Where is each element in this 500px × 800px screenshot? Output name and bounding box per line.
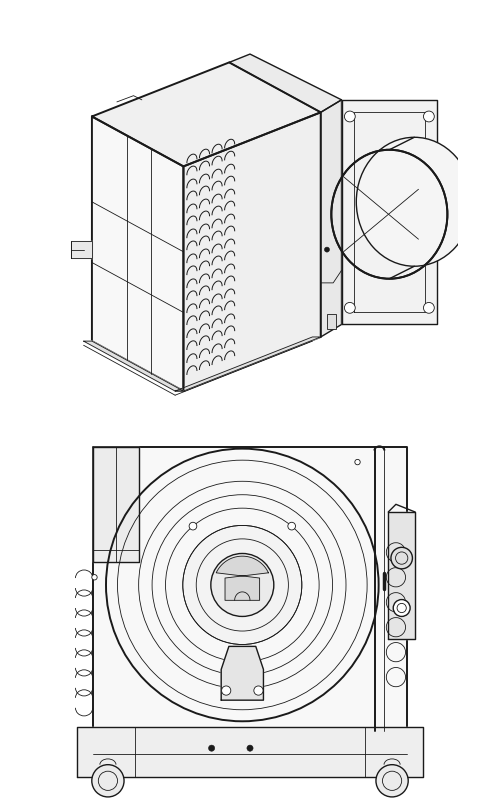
Circle shape (92, 574, 97, 580)
Circle shape (222, 686, 231, 695)
Circle shape (208, 745, 214, 751)
Polygon shape (92, 62, 320, 166)
Bar (327, 314, 336, 329)
Polygon shape (84, 341, 184, 391)
Circle shape (92, 765, 124, 797)
Ellipse shape (356, 138, 472, 266)
Polygon shape (184, 112, 320, 391)
Circle shape (288, 522, 296, 530)
Circle shape (211, 554, 274, 617)
Polygon shape (92, 117, 184, 391)
Circle shape (355, 459, 360, 465)
Polygon shape (77, 727, 423, 777)
Polygon shape (92, 446, 407, 731)
Circle shape (183, 526, 302, 645)
Circle shape (393, 599, 410, 617)
Polygon shape (221, 646, 264, 700)
Polygon shape (175, 337, 320, 391)
Circle shape (424, 302, 434, 314)
Circle shape (344, 111, 355, 122)
Circle shape (391, 547, 412, 569)
Circle shape (189, 522, 197, 530)
Circle shape (344, 302, 355, 314)
Circle shape (376, 765, 408, 797)
Circle shape (254, 686, 263, 695)
Polygon shape (216, 556, 268, 600)
Polygon shape (229, 54, 342, 112)
Circle shape (247, 745, 253, 751)
Polygon shape (320, 100, 342, 337)
Circle shape (324, 247, 330, 252)
Circle shape (424, 111, 434, 122)
Polygon shape (388, 512, 415, 638)
Polygon shape (71, 242, 92, 258)
Polygon shape (92, 446, 138, 562)
Polygon shape (342, 100, 437, 325)
